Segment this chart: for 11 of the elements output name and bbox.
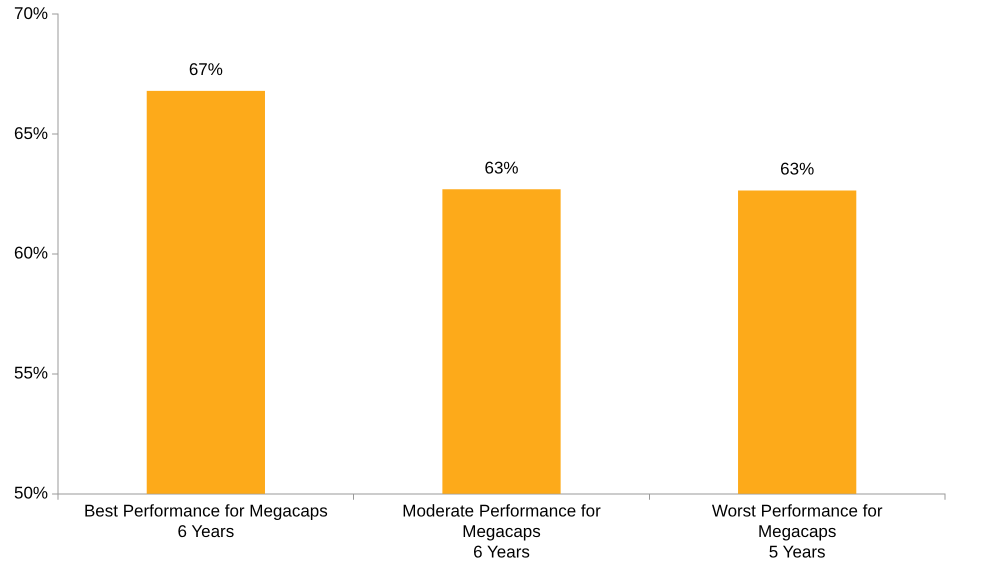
x-tick-label: Best Performance for Megacaps 6 Years	[84, 502, 328, 542]
y-tick-label: 60%	[14, 244, 48, 263]
x-tick-label: Worst Performance for Megacaps 5 Years	[712, 502, 883, 562]
data-label: 67%	[188, 60, 223, 80]
y-tick-label: 50%	[14, 483, 48, 502]
data-label: 63%	[484, 158, 519, 178]
y-tick-label: 70%	[14, 4, 48, 23]
data-label: 63%	[780, 160, 814, 179]
y-tick-label: 55%	[14, 364, 48, 383]
x-tick-label: Moderate Performance for Megacaps 6 Years	[402, 502, 602, 562]
y-tick-label: 65%	[14, 124, 48, 143]
